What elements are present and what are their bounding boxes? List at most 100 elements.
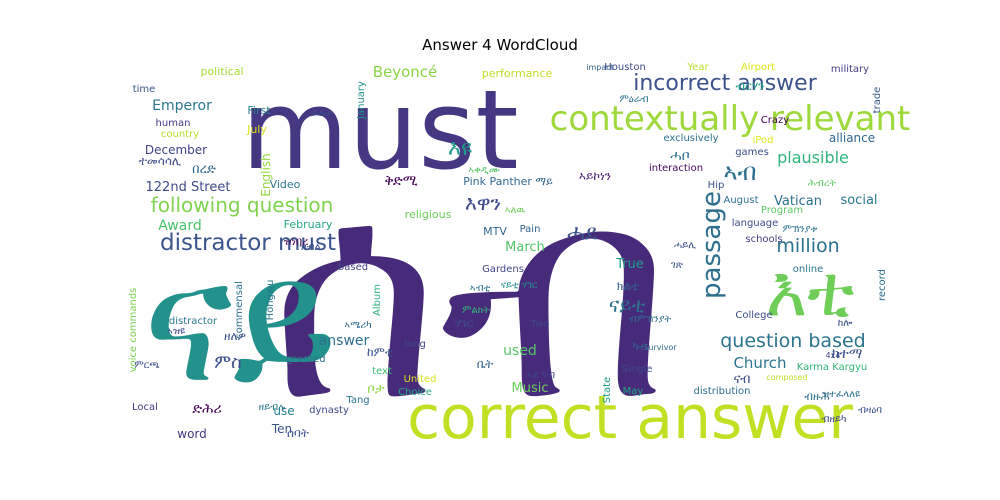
word-35: human <box>156 118 191 129</box>
word-53: exclusively <box>663 133 718 144</box>
word-124: ኣሜሪካ <box>344 320 371 331</box>
word-75: United <box>404 374 437 385</box>
word-52: interaction <box>649 163 703 174</box>
word-105: ተመሳሳሊ <box>139 154 182 168</box>
word-127: ቦታ <box>367 382 384 397</box>
word-62: online <box>793 264 824 275</box>
word-64: College <box>735 310 772 321</box>
word-117: ብዘይካ <box>822 414 847 425</box>
word-13: Emperor <box>152 98 212 114</box>
word-126: ዘይብሉ <box>259 402 287 413</box>
word-106: ዘለዎ <box>224 329 246 343</box>
word-9: following question <box>151 193 334 217</box>
word-50: Pain <box>520 224 541 235</box>
word-102: ሰባት <box>287 426 309 440</box>
word-81: Karma Kargyu <box>797 362 868 373</box>
word-132: ኣዝዩ <box>167 326 185 337</box>
word-133: ብዛዕባ <box>858 405 882 416</box>
word-114: ብምኽንያት <box>629 314 672 325</box>
word-98: ሓቦ <box>670 148 689 164</box>
word-39: Airport <box>741 62 775 73</box>
word-16: Award <box>158 218 201 234</box>
word-71: long <box>404 339 426 350</box>
word-5: incorrect answer <box>633 71 817 96</box>
word-113: ከምቲ <box>367 345 393 359</box>
word-66: Album <box>372 284 383 316</box>
word-22: ምስ <box>214 352 241 373</box>
word-21: ሓደ <box>567 221 597 246</box>
word-43: performance <box>482 67 553 80</box>
word-65: based <box>338 262 368 273</box>
word-14: plausible <box>777 148 849 167</box>
word-59: language <box>732 218 779 229</box>
word-44: January <box>356 81 367 120</box>
word-54: games <box>735 147 769 158</box>
word-40: military <box>831 64 869 75</box>
word-78: May <box>623 386 644 397</box>
word-122: ሓይሊ <box>674 240 696 251</box>
word-72: granted <box>286 354 325 365</box>
word-107: ሃገር <box>455 316 474 330</box>
word-15: Church <box>733 354 786 372</box>
word-61: schools <box>745 234 782 245</box>
word-112: ኣለዉ <box>505 205 526 216</box>
word-80: State <box>602 377 613 403</box>
word-118: ኣቀዲሙ <box>468 165 500 176</box>
word-93: ካብ <box>633 340 648 353</box>
word-42: impact <box>586 63 614 72</box>
word-49: MTV <box>483 225 507 238</box>
word-88: dynasty <box>309 405 349 416</box>
word-56: Crazy <box>761 115 789 126</box>
word-84: composed <box>766 373 807 382</box>
word-23: answer <box>319 333 370 349</box>
word-41: trade <box>872 87 883 114</box>
word-45: February <box>284 218 333 231</box>
word-96: ቅድሚ <box>384 173 417 189</box>
word-57: Hip <box>708 180 725 191</box>
word-103: ድሕሪ <box>192 401 221 417</box>
word-55: iPod <box>753 135 774 146</box>
word-116: ምርጫ <box>134 360 159 371</box>
word-36: country <box>161 129 199 140</box>
word-74: Tang <box>345 395 369 406</box>
word-11: million <box>776 235 839 257</box>
word-131: ምኽንያቱ <box>783 224 818 235</box>
word-48: Pink Panther ማይ <box>463 175 553 188</box>
word-73: Two <box>530 319 550 330</box>
word-125: ምልክት <box>462 305 490 316</box>
word-123: ሕብረት <box>808 178 837 189</box>
word-38: Year <box>686 62 709 73</box>
word-134: ክልቲ <box>617 279 639 293</box>
word-28: social <box>840 193 877 208</box>
word-121: ፈልጦ <box>311 108 333 119</box>
word-77: Single <box>622 364 653 375</box>
word-31: First <box>247 104 271 117</box>
word-99: ኣይኮነን <box>579 169 611 183</box>
word-25: March <box>505 240 545 255</box>
word-51: Gardens <box>482 264 524 275</box>
word-33: political <box>200 65 243 78</box>
word-119: ምዕራብ <box>619 94 648 105</box>
word-83: Survivor <box>643 343 677 352</box>
word-129: ገጽ <box>671 260 684 271</box>
word-60: Program <box>761 205 803 216</box>
word-46: Video <box>270 178 301 191</box>
word-24: used <box>503 343 537 359</box>
word-47: religious <box>405 208 452 221</box>
word-110: ናብ <box>733 372 750 387</box>
word-19: 122nd Street <box>146 180 231 195</box>
word-29: alliance <box>829 131 875 145</box>
word-128: ሓደ ካብ <box>525 370 555 381</box>
word-115: ዝተፈላለዩ <box>822 389 860 400</box>
word-76: Choice <box>398 387 432 398</box>
word-79: distribution <box>694 386 751 397</box>
word-130: ኣብቲ <box>470 283 491 294</box>
word-90: word <box>177 427 207 441</box>
word-109: ቤት <box>477 357 493 371</box>
word-104: ብርሃን <box>736 79 765 93</box>
word-27: True <box>615 257 644 272</box>
word-92: እዩ <box>448 136 472 161</box>
word-32: July <box>246 123 267 136</box>
